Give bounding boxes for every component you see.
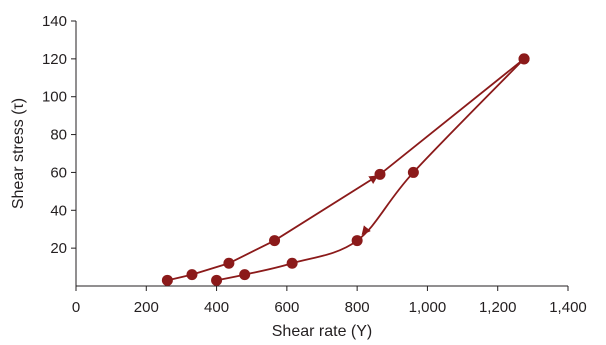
series-decreasing (211, 53, 530, 286)
data-point (186, 269, 198, 281)
y-axis-ticks: 20 40 60 80 100 120 140 (42, 13, 76, 257)
y-tick-label: 100 (42, 89, 67, 106)
data-point (374, 168, 386, 180)
x-tick-label: 1,400 (549, 299, 587, 316)
y-tick-label: 120 (42, 51, 67, 68)
y-tick-label: 80 (50, 127, 67, 144)
axes (75, 21, 568, 287)
y-tick-label: 140 (42, 13, 67, 30)
data-point (407, 166, 419, 178)
data-point (211, 274, 223, 286)
data-point (161, 274, 173, 286)
x-axis-ticks: 0 200 400 600 800 1,000 1,200 1,400 (72, 286, 587, 316)
x-tick-label: 1,200 (479, 299, 517, 316)
direction-arrow (361, 225, 371, 236)
x-tick-label: 800 (345, 299, 370, 316)
data-point (239, 269, 251, 281)
x-tick-label: 1,000 (409, 299, 447, 316)
x-tick-label: 0 (72, 299, 80, 316)
x-tick-label: 200 (134, 299, 159, 316)
y-tick-label: 60 (50, 164, 67, 181)
series-layer (161, 53, 530, 286)
data-point (518, 53, 530, 65)
data-point (269, 235, 281, 247)
x-tick-label: 600 (274, 299, 299, 316)
data-point (351, 235, 363, 247)
x-axis-label: Shear rate (Y) (272, 323, 372, 340)
y-tick-label: 40 (50, 202, 67, 219)
x-tick-label: 400 (204, 299, 229, 316)
data-point (286, 257, 298, 269)
series-increasing (161, 53, 530, 286)
data-point (223, 257, 235, 269)
y-tick-label: 20 (50, 240, 67, 257)
y-axis-label: Shear stress (τ) (10, 98, 27, 209)
